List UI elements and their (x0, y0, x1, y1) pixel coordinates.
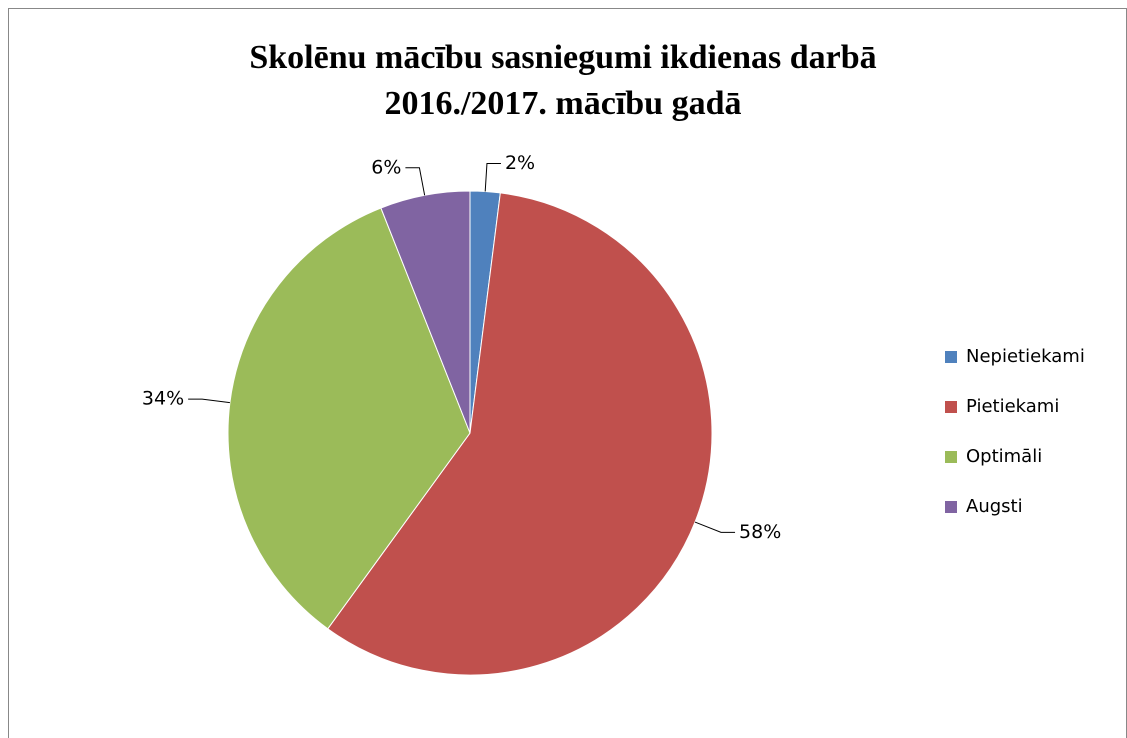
legend-label: Augsti (966, 496, 1023, 517)
legend-swatch (945, 451, 957, 463)
chart-title: Skolēnu mācību sasniegumi ikdienas darbā (249, 39, 876, 76)
legend-swatch (945, 501, 957, 513)
data-label: 2% (505, 152, 535, 174)
leader-line (405, 167, 426, 196)
legend-label: Nepietiekami (966, 346, 1085, 367)
chart-title: 2016./2017. mācību gadā (384, 85, 741, 122)
legend-label: Optimāli (966, 446, 1042, 467)
pie-slice (327, 192, 713, 676)
pie-slice (227, 207, 471, 630)
legend-swatch (945, 351, 957, 363)
legend-swatch (945, 401, 957, 413)
leader-line (188, 398, 230, 404)
data-label: 34% (142, 388, 184, 410)
legend-label: Pietiekami (966, 396, 1059, 417)
leader-line (484, 163, 501, 192)
leader-line (694, 521, 736, 533)
data-label: 58% (739, 521, 781, 543)
data-label: 6% (371, 156, 401, 178)
